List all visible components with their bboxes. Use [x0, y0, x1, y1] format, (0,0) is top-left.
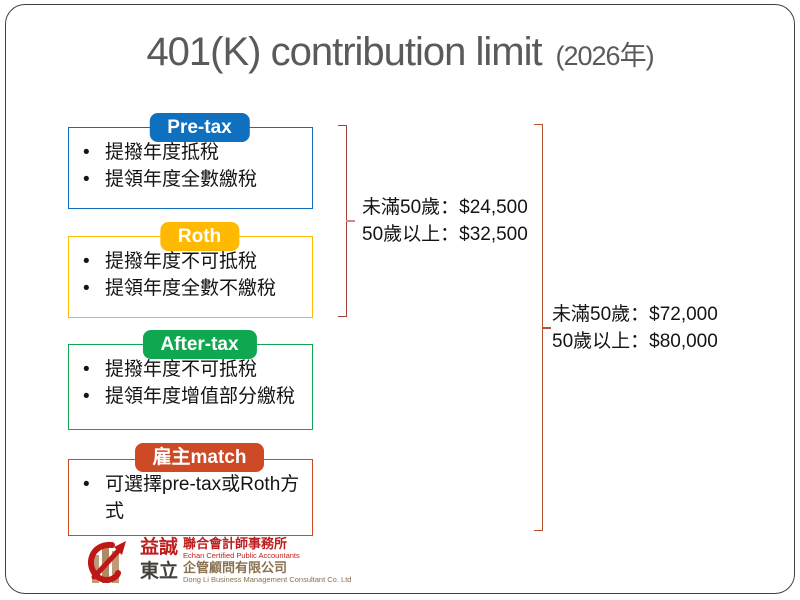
bracket-1-icon — [338, 125, 355, 317]
aftertax-tab: After-tax — [142, 330, 257, 359]
bullet-text: 提領年度全數繳稅 — [105, 169, 258, 190]
pretax-bullet-1: • 提撥年度抵稅 — [83, 139, 306, 166]
roth-group: Roth • 提撥年度不可抵稅 • 提領年度全數不繳稅 — [68, 222, 315, 318]
pretax-group: Pre-tax • 提撥年度抵稅 • 提領年度全數繳稅 — [68, 113, 315, 209]
page-title: 401(K) contribution limit (2026年) — [0, 30, 800, 75]
bracket-2-label: 未滿50歲：$72,000 50歲以上：$80,000 — [552, 301, 718, 355]
bullet-icon: • — [83, 278, 90, 299]
pretax-tab: Pre-tax — [149, 113, 250, 142]
bullet-text: 提撥年度不可抵稅 — [105, 359, 258, 380]
limit-under-50: 未滿50歲：$24,500 — [362, 197, 528, 218]
bracket-2-icon — [534, 124, 551, 531]
bullet-icon: • — [83, 251, 90, 272]
firm1-row: 益誠 聯合會計師事務所 Echan Certified Public Accou… — [140, 536, 351, 561]
company-logo-icon — [88, 541, 126, 583]
bracket-1-tick-icon — [346, 220, 355, 222]
bullet-icon: • — [83, 142, 90, 163]
firm2-type-cn: 企管顧問有限公司 — [183, 560, 288, 575]
pretax-bullet-2: • 提領年度全數繳稅 — [83, 166, 306, 193]
bullet-text: 提領年度增值部分繳稅 — [105, 386, 296, 407]
firm2-row: 東立 企管顧問有限公司 Dong Li Business Management … — [140, 560, 352, 585]
total-limit-under-50: 未滿50歲：$72,000 — [552, 304, 718, 325]
limit-over-50: 50歲以上：$32,500 — [362, 224, 528, 245]
title-year: (2026年) — [555, 41, 655, 71]
aftertax-bullet-1: • 提撥年度不可抵稅 — [83, 356, 306, 383]
aftertax-group: After-tax • 提撥年度不可抵稅 • 提領年度增值部分繳稅 — [68, 330, 315, 430]
bullet-icon: • — [83, 386, 90, 407]
firm2-name-en: Dong Li Business Management Consultant C… — [183, 575, 352, 584]
total-limit-over-50: 50歲以上：$80,000 — [552, 331, 718, 352]
bullet-icon: • — [83, 474, 90, 495]
firm1-name-cn: 益誠 — [140, 537, 179, 558]
roth-tab: Roth — [159, 222, 240, 251]
aftertax-box: • 提撥年度不可抵稅 • 提領年度增值部分繳稅 — [68, 344, 313, 430]
employer-bullet-1: • 可選擇pre-tax或Roth方式 — [83, 471, 306, 525]
bullet-text: 提撥年度抵稅 — [105, 142, 220, 163]
bullet-text: 提撥年度不可抵稅 — [105, 251, 258, 272]
employer-match-tab: 雇主match — [134, 443, 265, 472]
bullet-text: 提領年度全數不繳稅 — [105, 278, 277, 299]
employer-match-group: 雇主match • 可選擇pre-tax或Roth方式 — [68, 443, 315, 537]
firm2-name-cn: 東立 — [140, 561, 179, 582]
title-main: 401(K) contribution limit — [146, 30, 542, 74]
bullet-icon: • — [83, 169, 90, 190]
footer-logo: 益誠 聯合會計師事務所 Echan Certified Public Accou… — [78, 535, 351, 591]
firm1-name-en: Echan Certified Public Accountants — [183, 551, 300, 560]
bracket-2-tick-icon — [542, 326, 551, 329]
aftertax-bullet-2: • 提領年度增值部分繳稅 — [83, 383, 306, 410]
footer-text: 益誠 聯合會計師事務所 Echan Certified Public Accou… — [140, 536, 352, 585]
roth-bullet-2: • 提領年度全數不繳稅 — [83, 275, 306, 302]
bullet-icon: • — [83, 359, 90, 380]
roth-bullet-1: • 提撥年度不可抵稅 — [83, 248, 306, 275]
firm1-type-cn: 聯合會計師事務所 — [183, 536, 288, 551]
bullet-text: 可選擇pre-tax或Roth方式 — [105, 474, 300, 522]
bracket-1-label: 未滿50歲：$24,500 50歲以上：$32,500 — [362, 194, 528, 248]
